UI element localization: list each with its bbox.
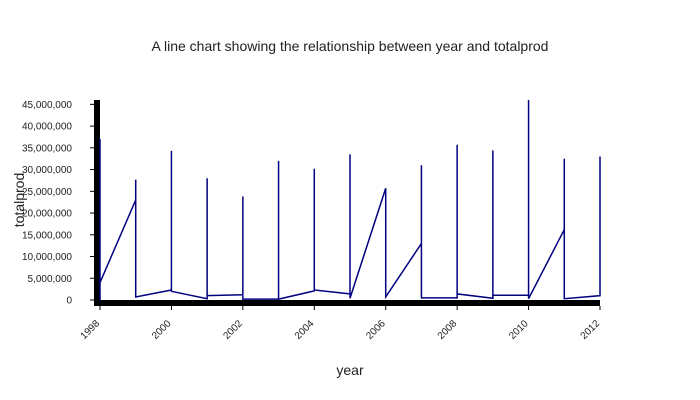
x-tick-label: 1998 — [79, 318, 103, 342]
x-tick-label: 2004 — [293, 318, 317, 342]
y-axis-ticks: 0 5,000,000 10,000,000 15,000,000 20,000,000… — [22, 100, 94, 307]
y-axis-line — [94, 100, 100, 306]
x-axis-line — [94, 300, 600, 306]
y-axis-label: totalprod — [11, 173, 27, 227]
x-tick-label: 2012 — [579, 318, 603, 342]
series-line — [99, 100, 601, 301]
y-tick-label: 0 — [66, 296, 72, 307]
y-tick-label: 35,000,000 — [22, 143, 72, 154]
x-tick-label: 2008 — [436, 318, 460, 342]
y-tick-label: 20,000,000 — [22, 209, 72, 220]
y-tick-label: 10,000,000 — [22, 252, 72, 263]
x-tick-label: 2010 — [507, 318, 531, 342]
x-tick-label: 2006 — [364, 318, 388, 342]
x-axis-label: year — [336, 362, 364, 378]
y-tick-label: 5,000,000 — [28, 274, 73, 285]
y-tick-label: 25,000,000 — [22, 187, 72, 198]
chart-title: A line chart showing the relationship be… — [152, 38, 549, 54]
y-tick-label: 40,000,000 — [22, 122, 72, 133]
x-tick-label: 2000 — [150, 318, 174, 342]
y-tick-label: 30,000,000 — [22, 165, 72, 176]
y-tick-label: 15,000,000 — [22, 230, 72, 241]
y-tick-label: 45,000,000 — [22, 100, 72, 111]
x-tick-label: 2002 — [221, 318, 245, 342]
x-axis-ticks: 1998 2000 2002 2004 2006 2008 2010 2012 — [79, 306, 603, 342]
